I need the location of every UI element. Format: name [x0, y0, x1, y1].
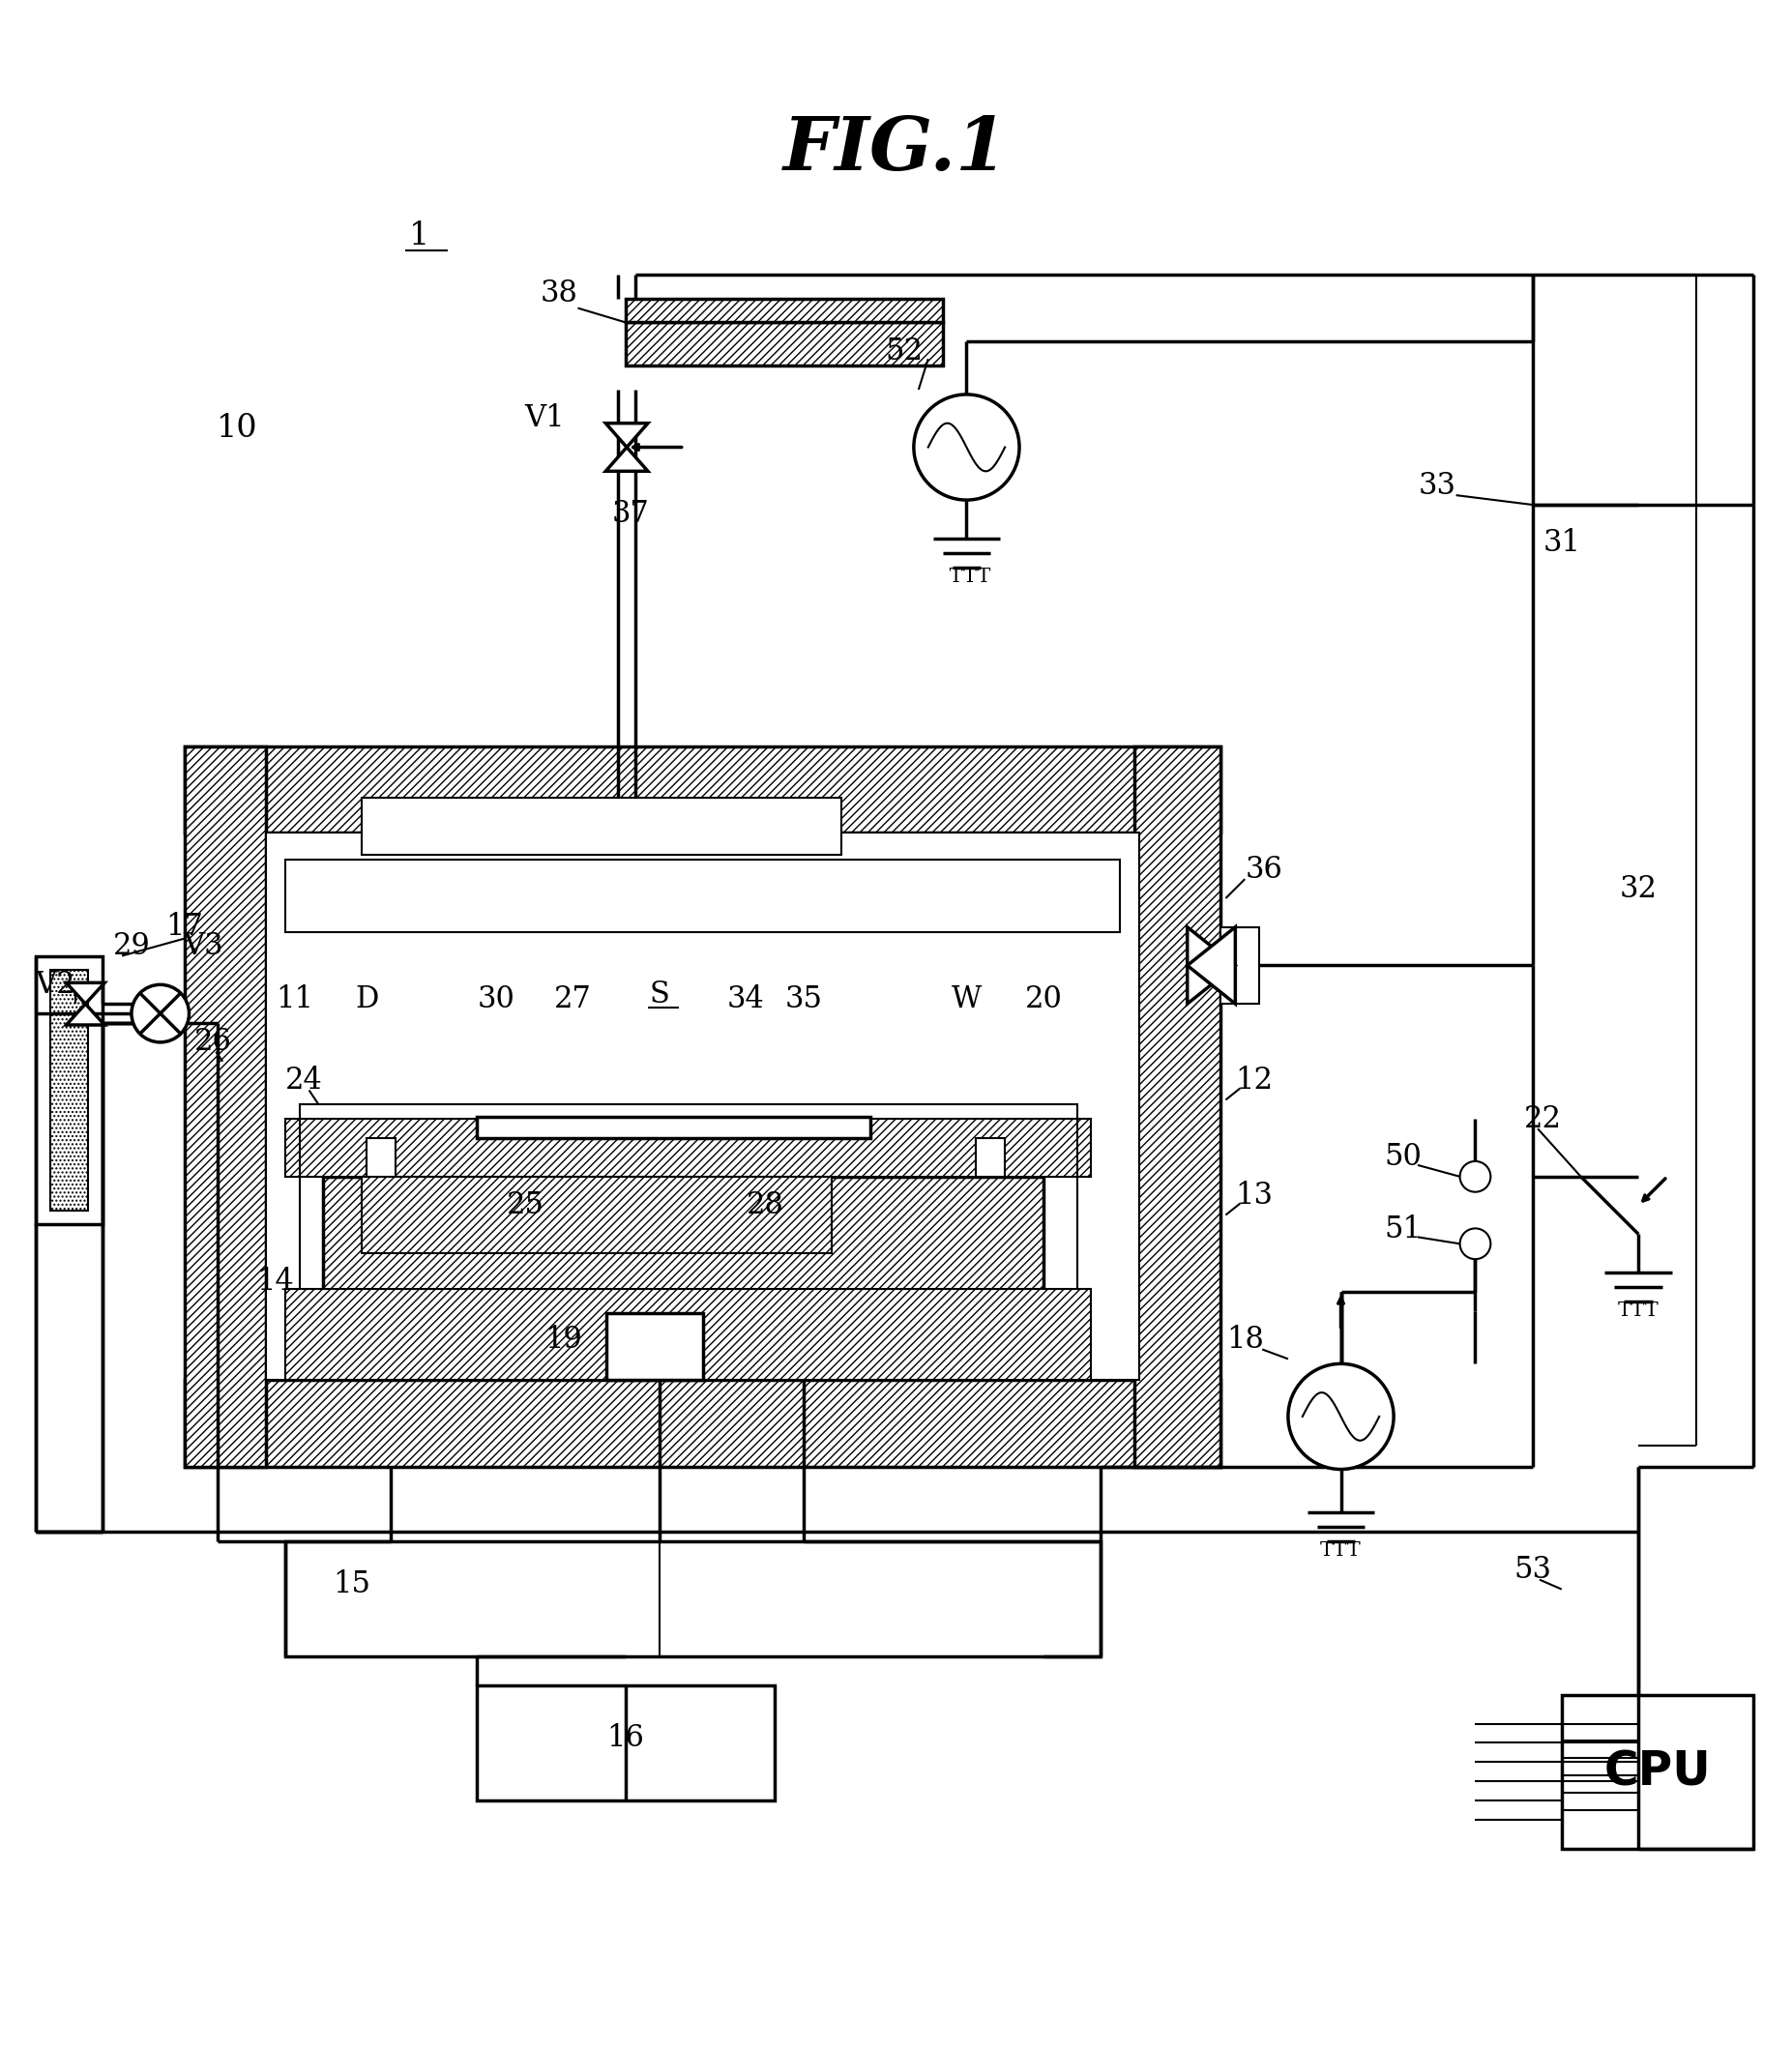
- Text: 32: 32: [1620, 874, 1658, 903]
- Bar: [367, 1139, 396, 1178]
- Bar: [362, 797, 842, 856]
- Text: 37: 37: [611, 500, 649, 528]
- Bar: [1134, 748, 1220, 1466]
- Text: D: D: [355, 983, 378, 1014]
- Bar: [371, 1139, 995, 1178]
- Text: 52: 52: [885, 336, 923, 367]
- Polygon shape: [1188, 928, 1235, 1004]
- Text: 31: 31: [1543, 528, 1581, 559]
- Bar: [299, 1104, 1077, 1292]
- Bar: [50, 971, 88, 1210]
- Text: 38: 38: [539, 279, 577, 309]
- Polygon shape: [606, 424, 649, 446]
- Bar: [625, 322, 943, 367]
- Text: 16: 16: [607, 1722, 645, 1753]
- Text: 50: 50: [1385, 1143, 1423, 1171]
- Text: W: W: [952, 983, 982, 1014]
- Bar: [185, 748, 1220, 834]
- Text: 13: 13: [1236, 1182, 1274, 1210]
- Polygon shape: [66, 983, 104, 1004]
- Text: 35: 35: [785, 983, 823, 1014]
- Text: 10: 10: [217, 412, 258, 444]
- Text: 29: 29: [113, 932, 151, 961]
- Bar: [36, 956, 102, 1225]
- Bar: [324, 1178, 1043, 1292]
- Bar: [977, 1139, 1005, 1178]
- Text: 27: 27: [554, 983, 591, 1014]
- Text: 12: 12: [1236, 1065, 1274, 1096]
- Bar: [607, 1313, 702, 1380]
- Text: V3: V3: [183, 932, 224, 961]
- Circle shape: [914, 395, 1020, 500]
- Text: 19: 19: [545, 1325, 582, 1354]
- Text: CPU: CPU: [1604, 1749, 1711, 1794]
- Bar: [185, 1380, 1220, 1466]
- Text: V2: V2: [34, 969, 75, 999]
- Text: V1: V1: [523, 403, 564, 434]
- Text: TTT: TTT: [1618, 1303, 1659, 1321]
- Text: 18: 18: [1226, 1325, 1263, 1354]
- Text: 20: 20: [1025, 983, 1063, 1014]
- Circle shape: [1460, 1229, 1491, 1260]
- Text: 36: 36: [1245, 854, 1283, 885]
- Bar: [285, 860, 1120, 932]
- Text: 30: 30: [477, 983, 514, 1014]
- Bar: [285, 1288, 1091, 1380]
- Text: TTT: TTT: [1321, 1542, 1362, 1561]
- Circle shape: [1460, 1161, 1491, 1192]
- Polygon shape: [66, 1004, 104, 1024]
- Text: 33: 33: [1417, 471, 1455, 500]
- Bar: [362, 1178, 831, 1253]
- Text: FIG.1: FIG.1: [783, 115, 1007, 186]
- Text: TTT: TTT: [943, 567, 991, 586]
- Bar: [285, 1118, 1091, 1178]
- Text: 28: 28: [745, 1190, 783, 1221]
- Bar: [1220, 928, 1260, 1004]
- Bar: [625, 299, 943, 322]
- Polygon shape: [1188, 928, 1235, 1004]
- Circle shape: [1288, 1364, 1394, 1468]
- Text: 53: 53: [1514, 1554, 1552, 1585]
- Bar: [185, 748, 265, 1466]
- Bar: [285, 1542, 1100, 1657]
- Bar: [1561, 1696, 1754, 1849]
- Bar: [477, 1686, 774, 1800]
- Text: 26: 26: [194, 1028, 231, 1057]
- Text: 17: 17: [165, 911, 202, 942]
- Bar: [265, 834, 1140, 1380]
- Text: 14: 14: [256, 1268, 294, 1296]
- Text: 1: 1: [409, 221, 430, 252]
- Text: 22: 22: [1523, 1104, 1561, 1135]
- Polygon shape: [606, 446, 649, 471]
- Text: 51: 51: [1385, 1214, 1423, 1245]
- Circle shape: [131, 985, 190, 1042]
- Text: 15: 15: [333, 1569, 371, 1599]
- Text: S: S: [649, 979, 670, 1010]
- Text: 34: 34: [728, 983, 765, 1014]
- Text: 25: 25: [505, 1190, 545, 1221]
- Bar: [477, 1116, 871, 1139]
- Text: 24: 24: [285, 1065, 323, 1096]
- Text: 11: 11: [276, 983, 314, 1014]
